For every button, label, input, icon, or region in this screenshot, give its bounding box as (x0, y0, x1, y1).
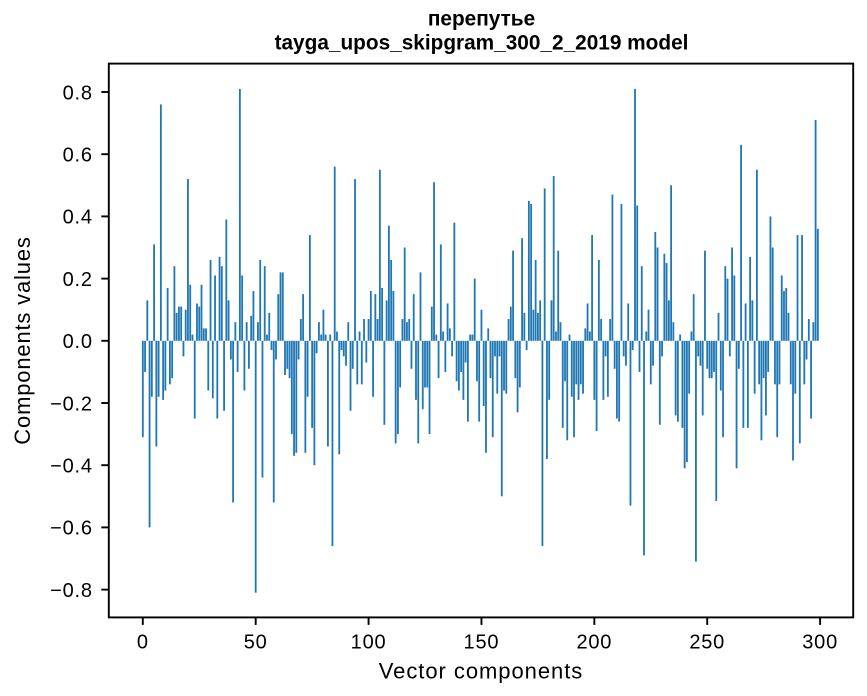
svg-text:50: 50 (244, 631, 268, 653)
svg-text:−0.8: −0.8 (50, 580, 93, 602)
svg-text:200: 200 (576, 631, 612, 653)
svg-text:−0.6: −0.6 (50, 518, 93, 540)
svg-text:300: 300 (802, 631, 838, 653)
svg-text:250: 250 (689, 631, 725, 653)
svg-text:−0.2: −0.2 (50, 393, 93, 415)
svg-text:перепутье: перепутье (428, 8, 535, 31)
svg-text:0.4: 0.4 (63, 207, 93, 229)
svg-text:0.2: 0.2 (63, 269, 93, 291)
svg-text:100: 100 (351, 631, 387, 653)
svg-text:Vector components: Vector components (379, 659, 583, 684)
svg-text:0.8: 0.8 (63, 82, 93, 104)
svg-text:−0.4: −0.4 (50, 456, 93, 478)
svg-text:0: 0 (137, 631, 149, 653)
svg-text:150: 150 (464, 631, 500, 653)
svg-text:tayga_upos_skipgram_300_2_2019: tayga_upos_skipgram_300_2_2019 model (275, 32, 689, 55)
svg-text:0.0: 0.0 (63, 331, 93, 353)
svg-text:0.6: 0.6 (63, 145, 93, 167)
svg-text:Components values: Components values (10, 236, 35, 444)
